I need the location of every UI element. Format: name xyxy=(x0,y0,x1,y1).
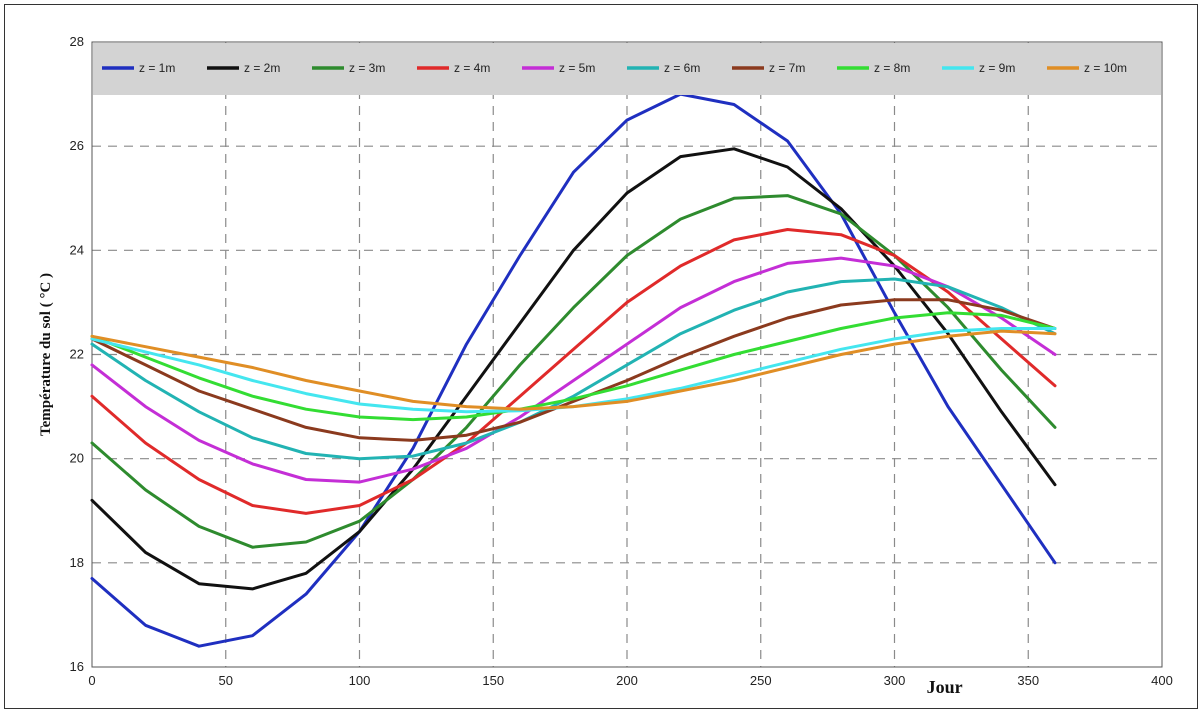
x-tick-label: 250 xyxy=(750,673,772,688)
y-tick-label: 18 xyxy=(70,555,84,570)
series-line-10 xyxy=(90,329,1057,411)
series-line-1 xyxy=(90,92,1057,648)
x-tick-label: 150 xyxy=(482,673,504,688)
legend-label: z = 1m xyxy=(139,61,175,75)
legend-label: z = 9m xyxy=(979,61,1015,75)
series-line-4 xyxy=(90,228,1057,515)
x-axis-title: Jour xyxy=(927,677,963,697)
x-tick-label: 350 xyxy=(1017,673,1039,688)
legend-label: z = 7m xyxy=(769,61,805,75)
y-tick-label: 24 xyxy=(70,242,84,257)
y-tick-label: 28 xyxy=(70,34,84,49)
x-tick-label: 100 xyxy=(349,673,371,688)
y-tick-label: 22 xyxy=(70,347,84,362)
x-tick-label: 0 xyxy=(88,673,95,688)
y-tick-label: 20 xyxy=(70,451,84,466)
series-line-5 xyxy=(90,256,1057,484)
series-line-6 xyxy=(90,277,1057,461)
legend: z = 1m z = 2m z = 3m z = 4m z = 5m z = 6m z = … xyxy=(93,43,1161,95)
x-tick-label: 400 xyxy=(1151,673,1173,688)
legend-label: z = 8m xyxy=(874,61,910,75)
legend-label: z = 10m xyxy=(1084,61,1127,75)
series-lines xyxy=(90,92,1057,648)
grid xyxy=(92,42,1162,667)
legend-label: z = 3m xyxy=(349,61,385,75)
series-line-8 xyxy=(90,311,1057,422)
series-line-2 xyxy=(90,147,1057,591)
axis-ticks: 0 50 100 150 200 250 300 350 400 16 18 20 22 24 26 28 xyxy=(70,34,1173,688)
x-tick-label: 50 xyxy=(219,673,233,688)
series-line-7 xyxy=(90,298,1057,442)
legend-label: z = 5m xyxy=(559,61,595,75)
legend-label: z = 6m xyxy=(664,61,700,75)
x-tick-label: 300 xyxy=(884,673,906,688)
plot-area xyxy=(91,41,1163,668)
y-axis-title: Température du sol ( °C ) xyxy=(38,273,54,436)
x-tick-label: 200 xyxy=(616,673,638,688)
y-tick-label: 16 xyxy=(70,659,84,674)
legend-label: z = 2m xyxy=(244,61,280,75)
y-tick-label: 26 xyxy=(70,138,84,153)
legend-label: z = 4m xyxy=(454,61,490,75)
